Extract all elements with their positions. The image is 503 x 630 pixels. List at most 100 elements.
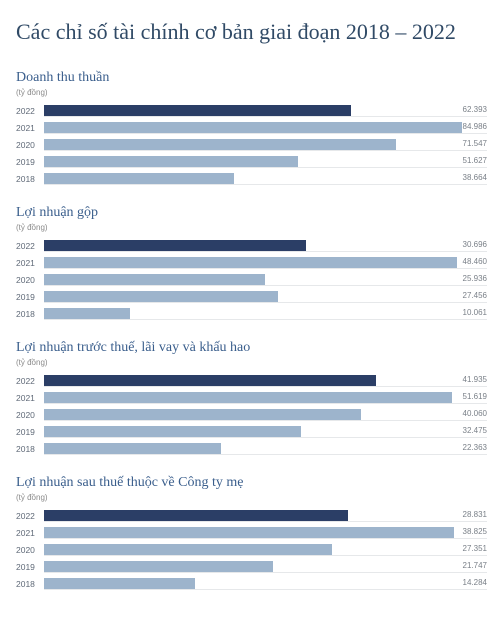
chart-title: Lợi nhuận sau thuế thuộc về Công ty mẹ <box>16 475 487 491</box>
bar-track: 41.935 <box>44 375 487 387</box>
bar-track: 21.747 <box>44 561 487 573</box>
bar-value-label: 51.619 <box>463 392 487 401</box>
year-label: 2019 <box>16 427 44 437</box>
bar-fill <box>44 443 221 454</box>
bar-row: 2021 48.460 <box>16 255 487 271</box>
year-label: 2018 <box>16 444 44 454</box>
bar-value-label: 10.061 <box>463 308 487 317</box>
chart-block: Lợi nhuận trước thuế, lãi vay và khấu ha… <box>16 340 487 457</box>
bar-value-label: 48.460 <box>463 257 487 266</box>
year-label: 2018 <box>16 309 44 319</box>
bar-row: 2018 10.061 <box>16 306 487 322</box>
bar-row: 202027.351 <box>16 542 487 558</box>
bar-value-label: 71.547 <box>463 139 487 148</box>
bar-value-label: 28.831 <box>463 510 487 519</box>
bar-fill <box>44 375 376 386</box>
bar-value-label: 84.986 <box>463 122 487 131</box>
bar-track: 38.825 <box>44 527 487 539</box>
bar-track: 48.460 <box>44 257 487 269</box>
bar-value-label: 38.664 <box>463 173 487 182</box>
year-label: 2021 <box>16 528 44 538</box>
bar-track: 40.060 <box>44 409 487 421</box>
bar-fill <box>44 257 457 268</box>
bar-row: 2022 41.935 <box>16 373 487 389</box>
bar-value-label: 51.627 <box>463 156 487 165</box>
bar-track: 71.547 <box>44 139 487 151</box>
bar-value-label: 41.935 <box>463 375 487 384</box>
year-label: 2022 <box>16 106 44 116</box>
chart-unit: (tỷ đồng) <box>16 493 487 502</box>
bar-value-label: 22.363 <box>463 443 487 452</box>
chart-unit: (tỷ đồng) <box>16 358 487 367</box>
bar-fill <box>44 544 332 555</box>
bar-value-label: 32.475 <box>463 426 487 435</box>
bar-fill <box>44 139 396 150</box>
year-label: 2019 <box>16 157 44 167</box>
year-label: 2019 <box>16 562 44 572</box>
chart-rows: 2022 30.696 2021 48.460 2020 25.936 2019 27.456… <box>16 238 487 322</box>
bar-row: 2022 30.696 <box>16 238 487 254</box>
year-label: 2020 <box>16 140 44 150</box>
bar-track: 14.284 <box>44 578 487 590</box>
bar-value-label: 25.936 <box>463 274 487 283</box>
bar-fill <box>44 426 301 437</box>
bar-value-label: 27.456 <box>463 291 487 300</box>
year-label: 2021 <box>16 393 44 403</box>
bar-row: 2022 28.831 <box>16 508 487 524</box>
chart-rows: 2022 62.393 202184.986 2020 71.547 2019 51.627… <box>16 103 487 187</box>
bar-track: 38.664 <box>44 173 487 185</box>
bar-row: 2018 38.664 <box>16 171 487 187</box>
year-label: 2019 <box>16 292 44 302</box>
bar-fill <box>44 527 454 538</box>
year-label: 2022 <box>16 511 44 521</box>
bar-fill <box>44 274 265 285</box>
bar-fill <box>44 308 130 319</box>
bar-track: 62.393 <box>44 105 487 117</box>
chart-unit: (tỷ đồng) <box>16 223 487 232</box>
bar-fill <box>44 561 273 572</box>
bar-fill <box>44 578 195 589</box>
year-label: 2018 <box>16 174 44 184</box>
year-label: 2022 <box>16 241 44 251</box>
chart-title: Lợi nhuận trước thuế, lãi vay và khấu ha… <box>16 340 487 356</box>
bar-row: 2018 22.363 <box>16 441 487 457</box>
bar-row: 2020 25.936 <box>16 272 487 288</box>
bar-track: 25.936 <box>44 274 487 286</box>
bar-value-label: 30.696 <box>463 240 487 249</box>
bar-track: 10.061 <box>44 308 487 320</box>
year-label: 2020 <box>16 545 44 555</box>
bar-row: 202040.060 <box>16 407 487 423</box>
bar-track: 30.696 <box>44 240 487 252</box>
bar-track: 27.456 <box>44 291 487 303</box>
page-title: Các chỉ số tài chính cơ bản giai đoạn 20… <box>16 18 487 46</box>
bar-row: 202138.825 <box>16 525 487 541</box>
bar-row: 2019 32.475 <box>16 424 487 440</box>
year-label: 2022 <box>16 376 44 386</box>
chart-title: Doanh thu thuần <box>16 70 487 86</box>
year-label: 2020 <box>16 275 44 285</box>
bar-fill <box>44 291 278 302</box>
chart-title: Lợi nhuận gộp <box>16 205 487 221</box>
bar-row: 2020 71.547 <box>16 137 487 153</box>
bar-row: 2019 21.747 <box>16 559 487 575</box>
bar-row: 202184.986 <box>16 120 487 136</box>
year-label: 2021 <box>16 258 44 268</box>
bar-value-label: 21.747 <box>463 561 487 570</box>
chart-block: Lợi nhuận gộp (tỷ đồng) 2022 30.696 2021 48.4… <box>16 205 487 322</box>
year-label: 2020 <box>16 410 44 420</box>
bar-value-label: 62.393 <box>463 105 487 114</box>
bar-row: 201814.284 <box>16 576 487 592</box>
chart-rows: 202228.831202138.825202027.351201921.747… <box>16 508 487 592</box>
bar-fill <box>44 510 348 521</box>
bar-track: 84.986 <box>44 122 487 134</box>
bar-fill <box>44 392 452 403</box>
bar-track: 51.627 <box>44 156 487 168</box>
bar-track: 51.619 <box>44 392 487 404</box>
chart-block: Doanh thu thuần(tỷ đồng)202262.393202184… <box>16 70 487 187</box>
charts-container: Doanh thu thuần(tỷ đồng)202262.393202184… <box>16 70 487 592</box>
bar-row: 2021 51.619 <box>16 390 487 406</box>
bar-row: 2019 51.627 <box>16 154 487 170</box>
bar-fill <box>44 173 234 184</box>
bar-row: 2022 62.393 <box>16 103 487 119</box>
bar-fill <box>44 122 462 133</box>
